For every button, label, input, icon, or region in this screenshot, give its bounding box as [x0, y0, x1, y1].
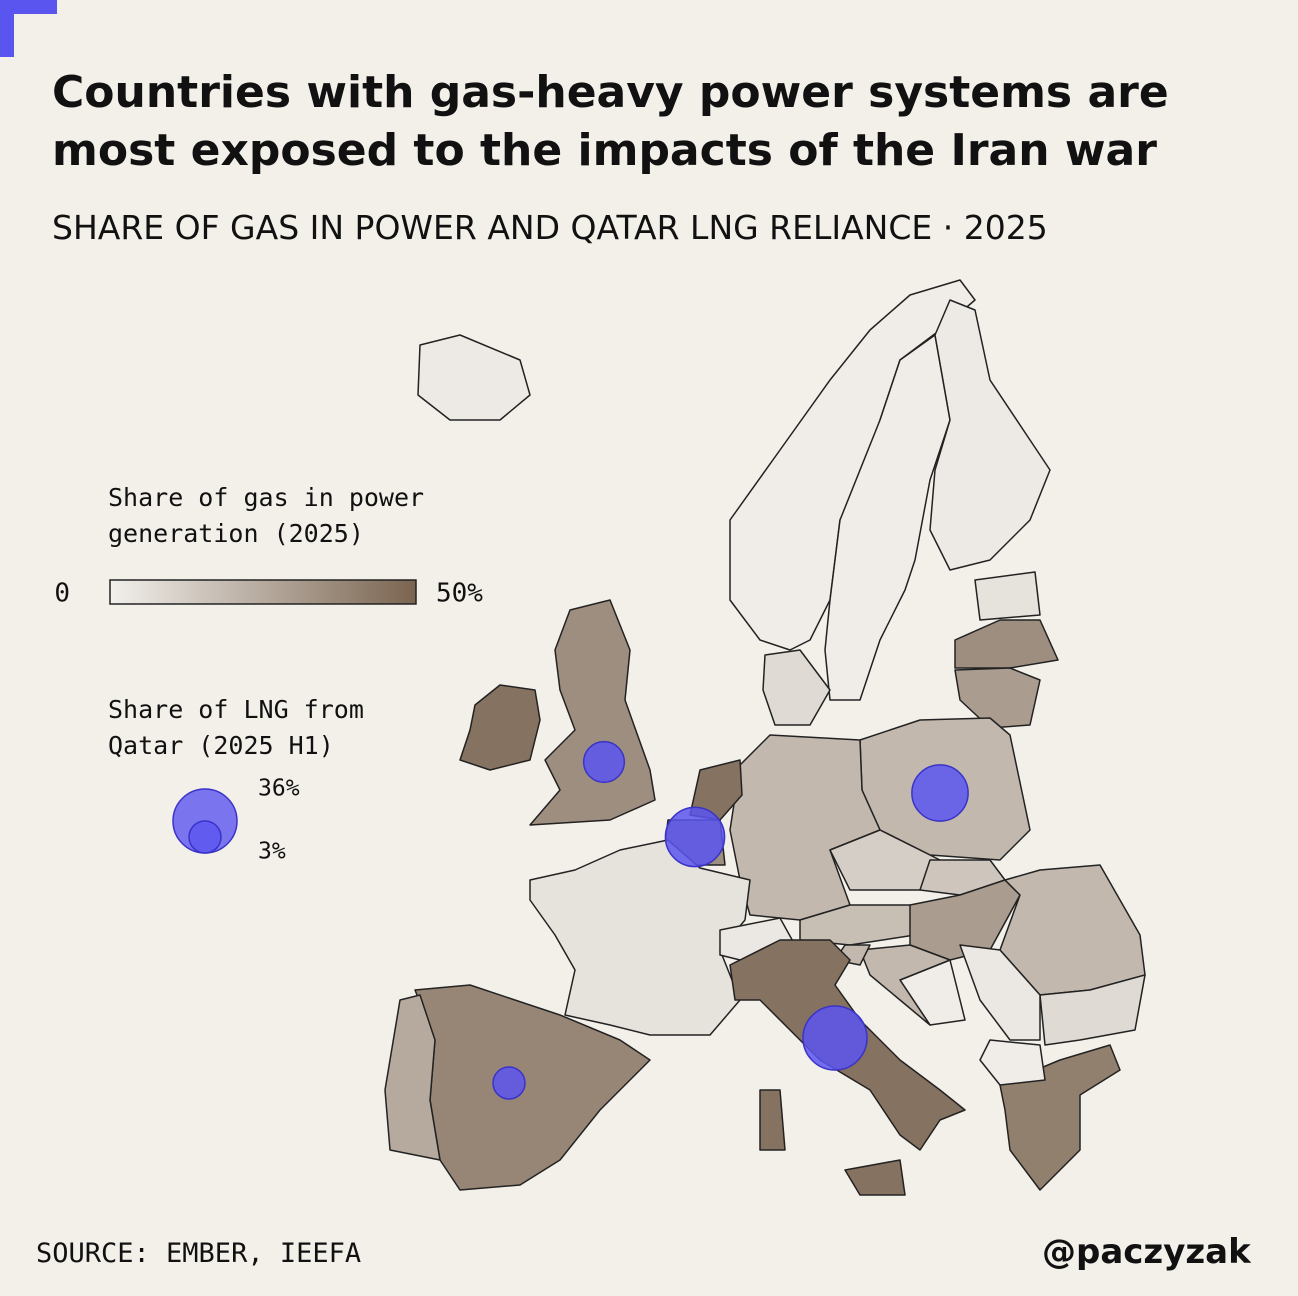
- country: [824, 334, 951, 701]
- color-tick-label: 0: [54, 579, 70, 609]
- lng-bubble: [664, 806, 726, 868]
- country: [974, 571, 1041, 621]
- color-bar: [109, 579, 417, 605]
- country: [759, 1089, 786, 1151]
- source: SOURCE: EMBER, IEEFA: [36, 1238, 362, 1269]
- country: [979, 1039, 1046, 1086]
- corner-accent: [0, 0, 57, 57]
- country: [954, 667, 1041, 729]
- title: Countries with gas-heavy power systems a…: [52, 67, 1169, 176]
- country: [859, 944, 951, 1026]
- country: [529, 839, 751, 1036]
- country: [1039, 974, 1146, 1046]
- country: [417, 334, 531, 421]
- gas-legend-title: Share of gas in power generation (2025): [108, 483, 425, 548]
- country: [844, 1159, 906, 1196]
- country: [459, 684, 541, 771]
- country: [529, 599, 656, 826]
- country: [384, 994, 441, 1161]
- lng-bubble: [492, 1066, 526, 1100]
- credit: @paczyzak: [1042, 1232, 1251, 1272]
- country: [929, 299, 1051, 571]
- country: [729, 734, 881, 921]
- subtitle: SHARE OF GAS IN POWER AND QATAR LNG RELI…: [52, 208, 1048, 247]
- country: [954, 619, 1059, 669]
- lng-bubble: [802, 1005, 868, 1071]
- country: [959, 944, 1041, 1041]
- size-legend-label: 3%: [258, 839, 286, 865]
- size-legend-circle: [188, 820, 222, 854]
- color-tick-label: 50%: [436, 579, 483, 609]
- lng-bubble: [582, 740, 626, 784]
- country: [762, 649, 831, 726]
- lng-bubble: [911, 764, 969, 822]
- lng-legend-title: Share of LNG from Qatar (2025 H1): [108, 695, 364, 760]
- size-legend-label: 36%: [258, 776, 300, 802]
